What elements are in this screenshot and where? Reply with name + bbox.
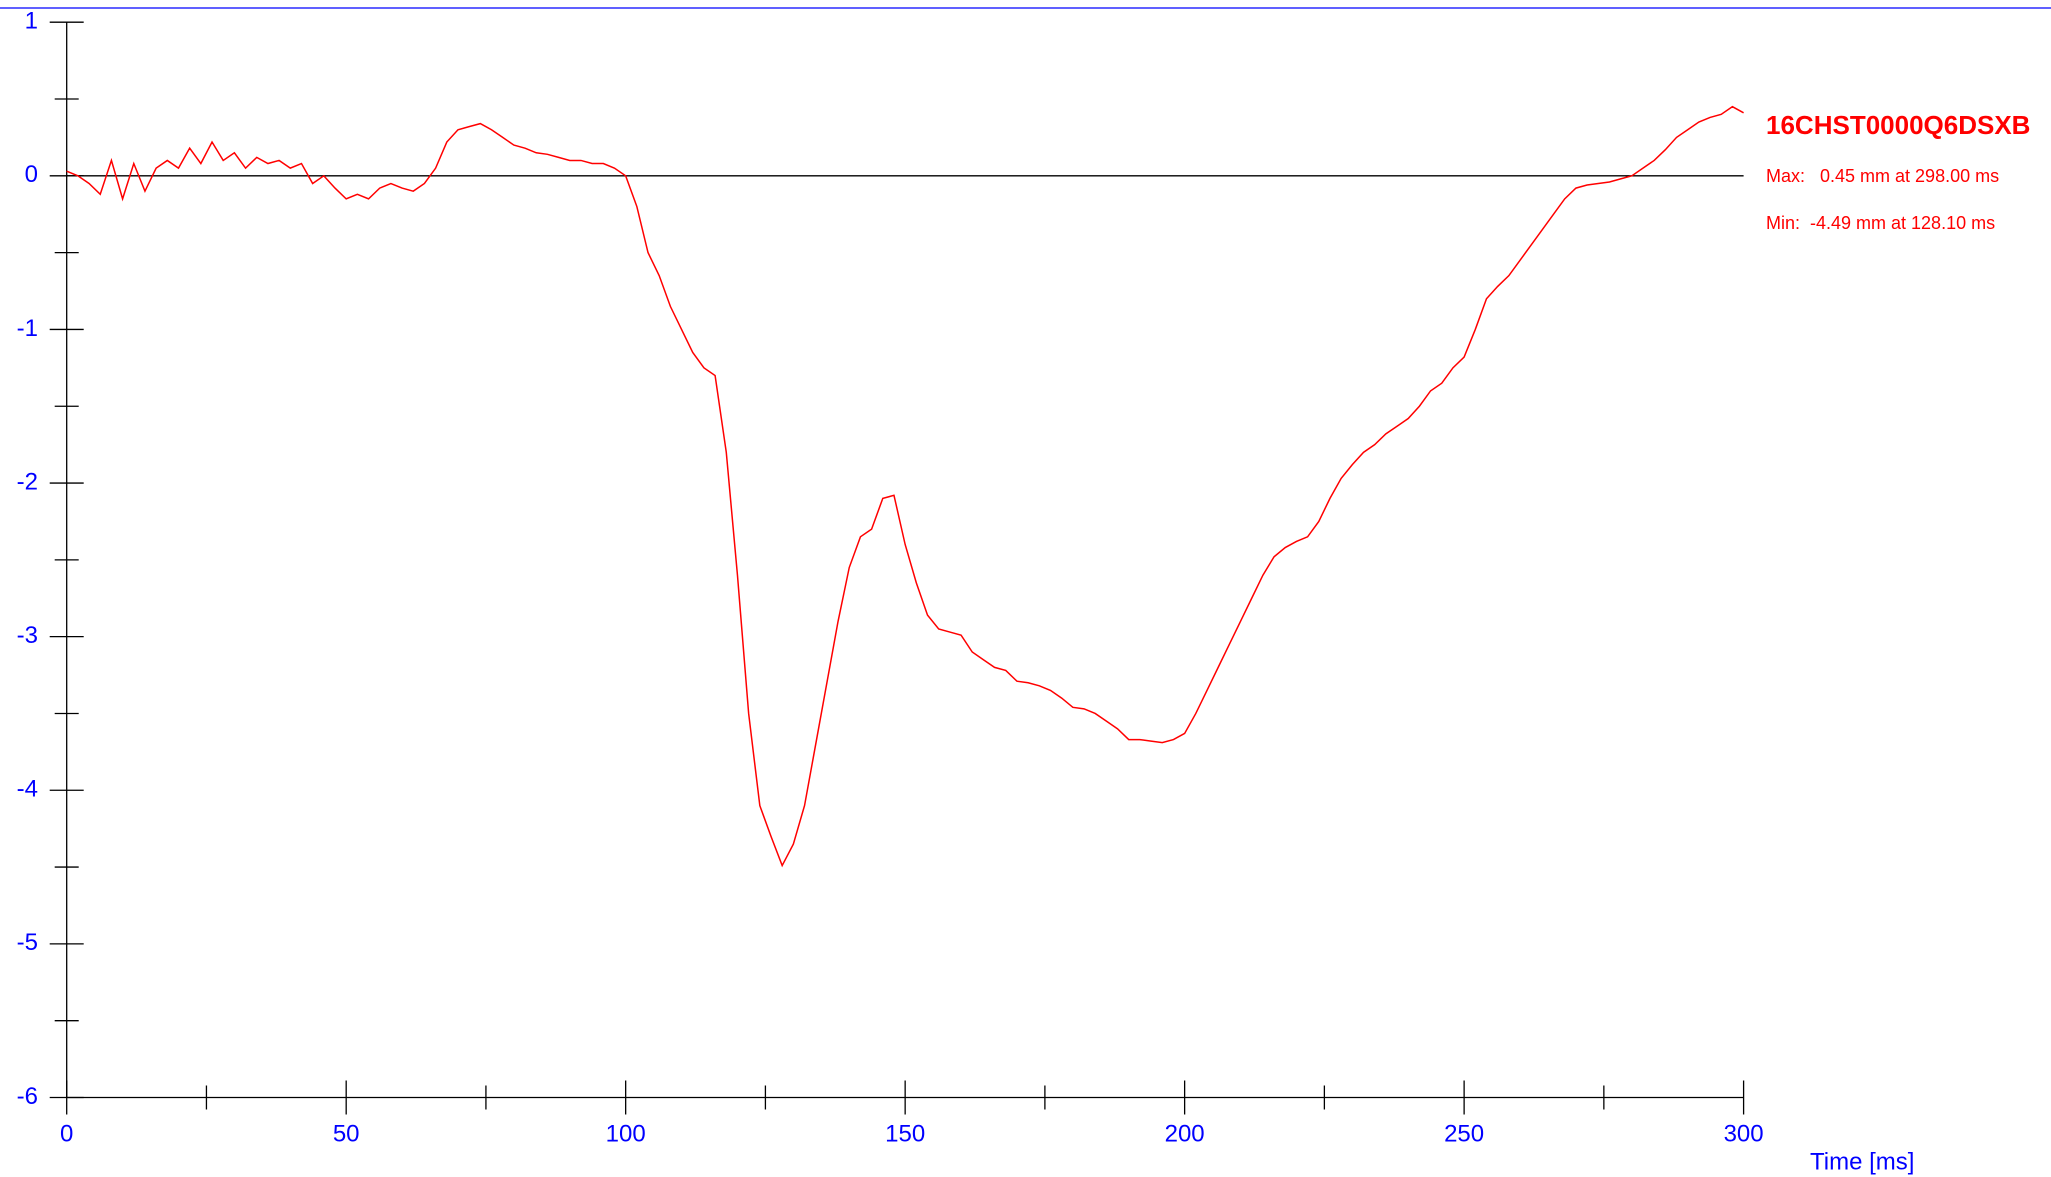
x-tick-label: 250 <box>1444 1120 1484 1147</box>
y-tick-label: -5 <box>17 929 38 956</box>
annotation: Max: 0.45 mm at 298.00 ms <box>1766 166 1999 186</box>
x-tick-label: 0 <box>60 1120 73 1147</box>
x-tick-label: 150 <box>885 1120 925 1147</box>
x-tick-label: 50 <box>333 1120 360 1147</box>
y-tick-label: -2 <box>17 468 38 495</box>
x-tick-label: 300 <box>1724 1120 1764 1147</box>
legend-label: 16CHST0000Q6DSXB <box>1766 110 2030 140</box>
x-tick-label: 200 <box>1165 1120 1205 1147</box>
y-tick-label: 1 <box>25 8 38 35</box>
y-tick-label: -4 <box>17 776 38 803</box>
x-axis-label: Time [ms] <box>1810 1148 1914 1175</box>
y-tick-label: -3 <box>17 622 38 649</box>
y-tick-label: -1 <box>17 315 38 342</box>
series-line <box>66 105 1744 868</box>
y-tick-label: 0 <box>25 161 38 188</box>
y-tick-label: -6 <box>17 1083 38 1110</box>
annotation: Min: -4.49 mm at 128.10 ms <box>1766 213 1995 233</box>
x-tick-label: 100 <box>606 1120 646 1147</box>
